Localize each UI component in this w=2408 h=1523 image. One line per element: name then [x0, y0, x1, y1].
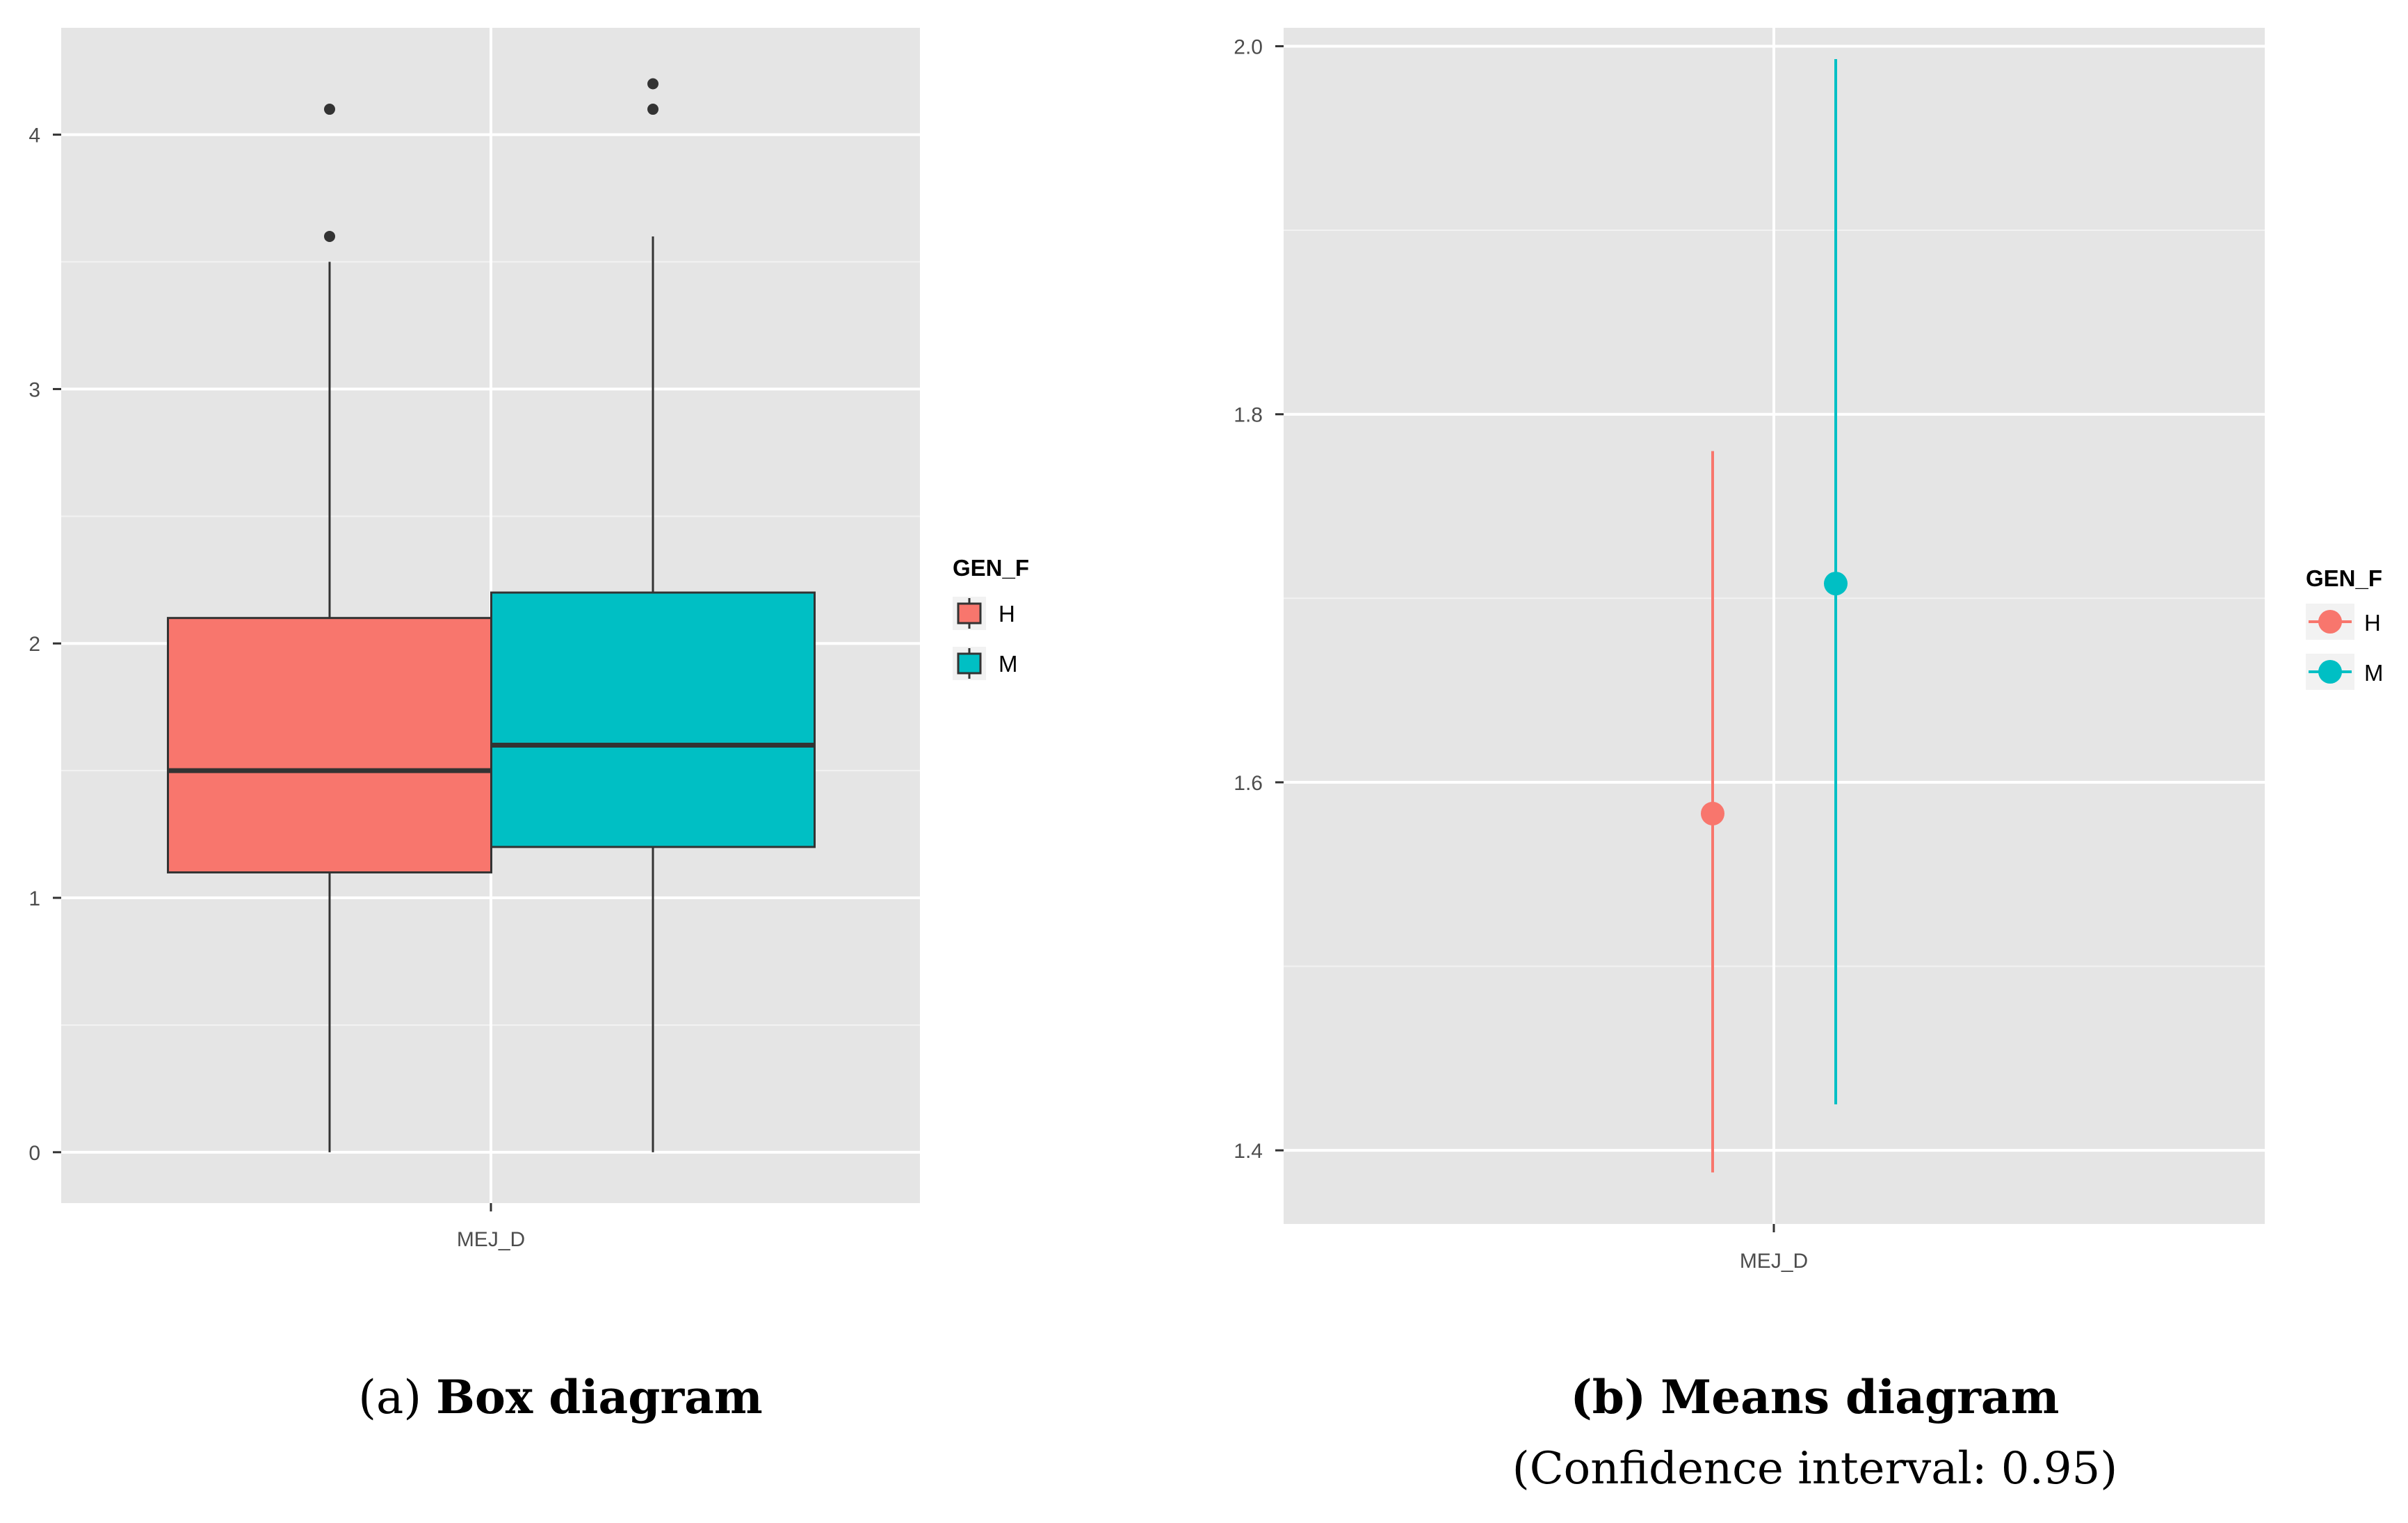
- means-M-mean-point: [1824, 572, 1848, 596]
- caption-b-title: Means diagram: [1660, 1370, 2060, 1424]
- box-plot-y-tick-label: 3: [29, 378, 40, 401]
- means-plot-y-tick-label: 1.4: [1234, 1140, 1263, 1163]
- box-plot-x-tick-label: MEJ_D: [457, 1228, 525, 1251]
- means-plot-y-tick-label: 1.8: [1234, 404, 1263, 427]
- means-plot-legend-title: GEN_F: [2306, 565, 2382, 591]
- caption-a: (a) Box diagram: [358, 1370, 763, 1424]
- means-plot-legend-label-M: M: [2364, 660, 2384, 686]
- means-plot-legend: GEN_F HM: [2306, 565, 2384, 690]
- means-plot-y-tick-label: 1.6: [1234, 772, 1263, 795]
- box-plot-y-tick-label: 0: [29, 1142, 40, 1165]
- box-M-iqr-box: [490, 591, 816, 848]
- box-plot-legend-title: GEN_F: [953, 555, 1029, 581]
- caption-a-title: Box diagram: [436, 1370, 763, 1424]
- means-plot-legend-label-H: H: [2364, 610, 2381, 636]
- box-plot-legend-label-H: H: [999, 601, 1015, 627]
- means-plot-gridlines: [1284, 28, 2265, 1224]
- means-plot-y-tick-label: 2.0: [1234, 35, 1263, 58]
- box-plot-legend: GEN_F HM: [953, 555, 1029, 680]
- box-plot-y-tick-label: 2: [29, 633, 40, 656]
- means-plot-panel: 1.4 1.6 1.8 2.0 MEJ_D GEN_F HM: [1234, 28, 2384, 1273]
- caption-b: (b) Means diagram: [1570, 1370, 2060, 1424]
- caption-a-label: a: [376, 1371, 404, 1424]
- box-M-outlier-point: [647, 78, 658, 90]
- means-plot-y-ticks: 1.4 1.6 1.8 2.0: [1234, 35, 1284, 1163]
- means-plot-legend-key-M: [2318, 660, 2342, 684]
- box-plot-legend-key-M: [957, 652, 982, 675]
- means-H-mean-point: [1701, 801, 1724, 825]
- box-plot-y-ticks: 0 1 2 3 4: [29, 124, 61, 1165]
- means-plot-marks: [1701, 58, 1848, 1173]
- caption-b-subtitle: (Confidence interval: 0.95): [1512, 1443, 2118, 1494]
- box-H-outlier-point: [324, 104, 335, 115]
- box-plot-legend-key-H: [957, 602, 982, 624]
- box-plot-y-tick-label: 1: [29, 887, 40, 910]
- caption-b-label: b: [1592, 1370, 1624, 1424]
- means-plot-x-tick-label: MEJ_D: [1740, 1250, 1808, 1273]
- box-plot-panel: 0 1 2 3 4 MEJ_D GEN_F HM: [29, 28, 1029, 1251]
- means-plot-legend-key-H: [2318, 610, 2342, 634]
- box-H-iqr-box: [167, 617, 492, 873]
- box-H-outlier-point: [324, 230, 335, 242]
- box-M-outlier-point: [647, 104, 658, 115]
- box-plot-marks: [167, 78, 816, 1152]
- box-plot-y-tick-label: 4: [29, 124, 40, 147]
- box-plot-legend-label-M: M: [999, 651, 1018, 677]
